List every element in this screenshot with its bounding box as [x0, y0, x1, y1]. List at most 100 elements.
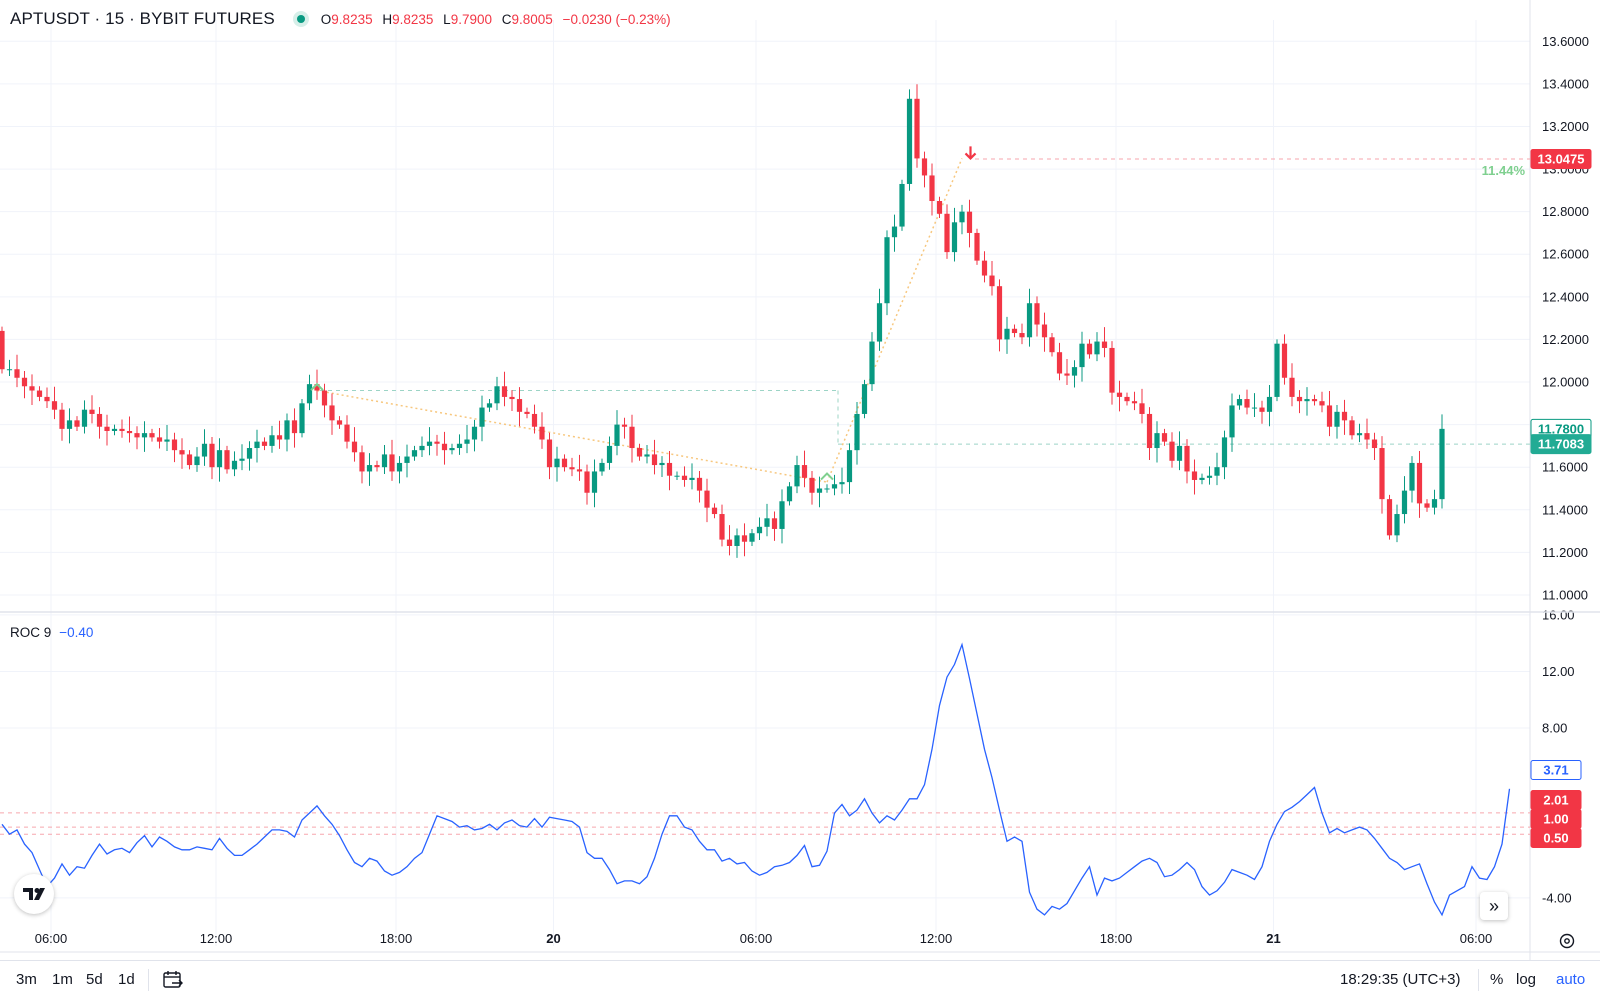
trend-line [316, 389, 828, 483]
change-value: −0.0230 (−0.23%) [562, 11, 671, 27]
candle-body [1011, 328, 1018, 334]
candle-body [321, 390, 328, 406]
candle-body [374, 465, 380, 468]
candle-body [659, 462, 665, 466]
candle-body [906, 98, 913, 184]
time-tick-label: 18:00 [1100, 931, 1133, 946]
candle-body [111, 428, 118, 431]
price-tick-label: 11.0000 [1542, 587, 1588, 602]
candle-body [456, 443, 463, 449]
candle-body [959, 211, 965, 223]
roc-tick-label: 12.00 [1542, 664, 1575, 679]
clock-timezone[interactable]: 18:29:35 (UTC+3) [1340, 971, 1461, 988]
roc-value-label-text: 0.50 [1543, 831, 1568, 846]
calendar-range-icon[interactable] [162, 969, 184, 991]
candle-body [681, 475, 688, 480]
scroll-right-icon[interactable]: » [1480, 892, 1508, 920]
candle-body [164, 439, 170, 442]
candle-body [531, 413, 538, 427]
price-tick-label: 13.6000 [1542, 34, 1589, 49]
timeframe-3m[interactable]: 3m [16, 971, 37, 988]
candle-body [276, 435, 283, 440]
candle-body [396, 462, 403, 472]
price-tick-label: 12.8000 [1542, 204, 1589, 219]
candle-body [1266, 396, 1273, 412]
candle-body [899, 183, 905, 227]
candle-body [231, 460, 238, 470]
percent-scale-toggle[interactable]: % [1490, 971, 1504, 988]
candle-body [696, 477, 703, 491]
candle-body [1229, 405, 1235, 438]
candle-body [1109, 347, 1115, 393]
candle-body [1026, 303, 1033, 338]
roc-tick-label: 8.00 [1542, 721, 1567, 736]
candle-body [869, 341, 875, 385]
candle-body [981, 260, 988, 276]
candle-body [1236, 399, 1243, 406]
candle-body [1326, 405, 1333, 427]
candle-body [329, 405, 335, 421]
candle-body [509, 396, 515, 400]
price-value-label-text: 11.7800 [1538, 421, 1584, 436]
roc-series-line [1, 642, 1511, 917]
candle-body [839, 482, 845, 485]
candle-body [486, 403, 493, 408]
roc-indicator-value: −0.40 [59, 625, 94, 640]
candle-body [966, 211, 973, 233]
candle-body [1401, 490, 1408, 515]
candle-body [1146, 413, 1153, 449]
candle-body [914, 98, 920, 159]
candle-body [1349, 420, 1355, 436]
candle-body [861, 384, 868, 414]
candle-body [464, 439, 470, 444]
candle-body [726, 539, 733, 546]
candle-body [1071, 367, 1078, 376]
timeframe-1m[interactable]: 1m [52, 971, 73, 988]
candle-body [929, 175, 935, 202]
log-scale-toggle[interactable]: log [1516, 971, 1537, 988]
candle-body [831, 484, 838, 489]
gear-icon[interactable] [1556, 930, 1578, 952]
percent-change-annotation: 11.44% [1482, 163, 1526, 178]
high-value: 9.8235 [392, 11, 434, 27]
candle-body [599, 462, 605, 472]
candle-body [186, 454, 193, 466]
candle-body [636, 448, 643, 457]
auto-scale-toggle[interactable]: auto [1556, 971, 1586, 988]
symbol-title[interactable]: APTUSDT · 15 · BYBIT FUTURES [10, 9, 275, 28]
candle-body [1086, 343, 1093, 355]
candle-body [449, 448, 455, 451]
candle-body [261, 441, 268, 446]
time-tick-label: 06:00 [740, 931, 773, 946]
roc-legend[interactable]: ROC 9 −0.40 [10, 625, 93, 640]
price-value-label [1530, 148, 1592, 169]
candle-body [974, 232, 980, 261]
candle-body [1221, 437, 1228, 468]
timeframe-5d[interactable]: 5d [86, 971, 103, 988]
candle-body [411, 450, 418, 457]
timeframe-1d[interactable]: 1d [118, 971, 135, 988]
close-value: 9.8005 [511, 11, 553, 27]
candle-body [336, 420, 343, 425]
candle-body [989, 275, 995, 287]
candle-body [854, 413, 860, 451]
candle-body [1139, 403, 1145, 414]
price-value-label [1530, 434, 1592, 455]
candle-body [51, 401, 58, 410]
candle-body [546, 439, 553, 468]
roc-value-label [1530, 828, 1582, 848]
open-label: O [320, 11, 332, 27]
tradingview-logo-icon[interactable] [14, 874, 54, 914]
candle-body [81, 409, 88, 427]
candle-body [1259, 407, 1265, 412]
chart-area[interactable]: 13.600013.400013.200013.000012.800012.60… [0, 0, 1600, 960]
candle-body [809, 477, 815, 493]
candle-body [621, 424, 628, 427]
roc-tick-label: -4.00 [1542, 890, 1572, 905]
candle-body [1311, 399, 1318, 402]
candle-body [149, 433, 155, 438]
candle-body [74, 420, 80, 427]
ohlc-values: O9.8235 H9.8235 L9.7900 C9.8005 −0.0230 … [321, 12, 671, 27]
candle-body [141, 433, 148, 438]
price-tick-label: 11.2000 [1542, 545, 1588, 560]
